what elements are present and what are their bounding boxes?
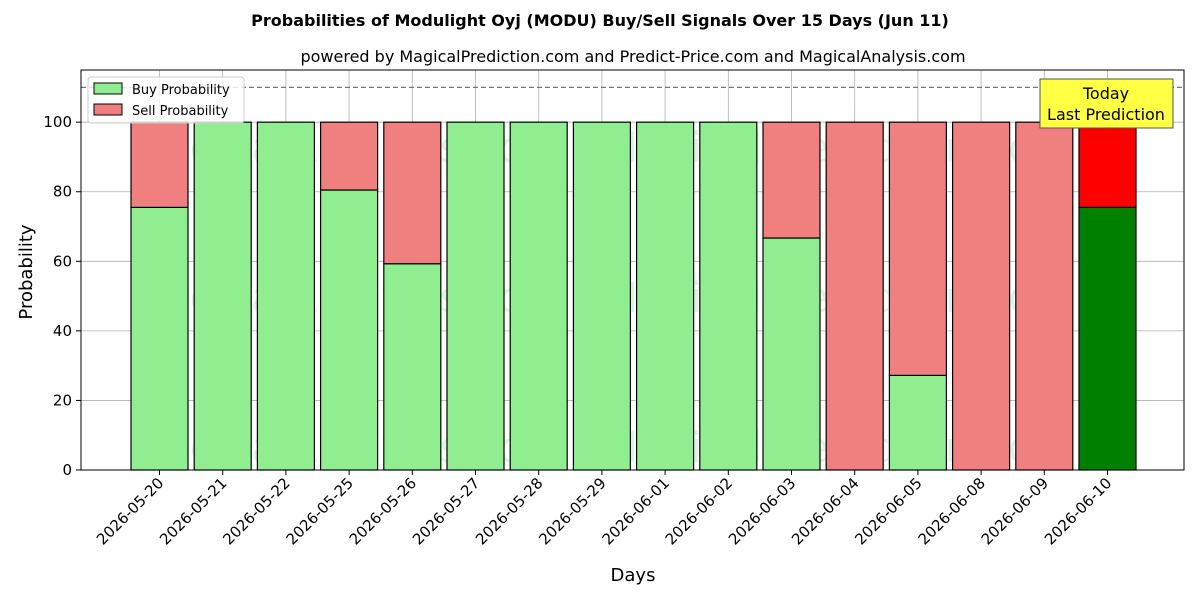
y-tick-label: 100 [43,113,72,131]
legend-label-buy: Buy Probability [132,83,230,98]
bar-sell [130,121,189,208]
bar-sell [762,121,821,239]
bar-buy [635,121,695,471]
bar-sell [1015,121,1074,471]
annotation-box [1039,78,1174,129]
bar-buy [572,121,632,471]
x-axis-label: Days [611,565,656,586]
bar-sell [383,121,442,265]
y-axis-label: Probability [16,224,37,319]
bar-buy [130,206,189,471]
legend: Buy Probability Sell Probability [87,76,245,124]
y-tick-label: 80 [53,183,72,201]
legend-label-sell: Sell Probability [132,104,229,119]
today-annotation: Today Last Prediction [1039,78,1174,129]
legend-swatch-sell [93,103,123,116]
y-tick-label: 0 [62,461,72,479]
bar-buy [762,237,821,471]
bar-buy [446,121,505,471]
bar-buy [509,121,568,471]
plot-frame [80,69,1185,471]
annotation-line1: Today [1082,84,1129,103]
legend-swatch-buy [93,82,123,95]
y-tick-label: 60 [53,252,72,270]
bar-buy [888,374,948,471]
bar-buy [320,189,379,471]
chart-subtitle: powered by MagicalPrediction.com and Pre… [300,47,965,66]
y-tick-label: 20 [53,391,72,409]
bar-buy [383,263,442,471]
legend-box [87,76,245,124]
bar-sell [1078,121,1137,208]
bar-buy [699,121,758,471]
chart-title: Probabilities of Modulight Oyj (MODU) Bu… [251,11,949,30]
bar-buy [1078,206,1137,471]
bar-sell [320,121,379,191]
bar-sell [888,121,948,376]
bar-buy [256,121,315,471]
y-axis-ticks: 0 20 40 60 80 100 [43,113,81,479]
bar-sell [825,121,884,471]
y-tick-label: 40 [53,322,72,340]
bar-buy [193,121,252,471]
bar-sell [951,121,1011,471]
annotation-line2: Last Prediction [1047,105,1165,124]
